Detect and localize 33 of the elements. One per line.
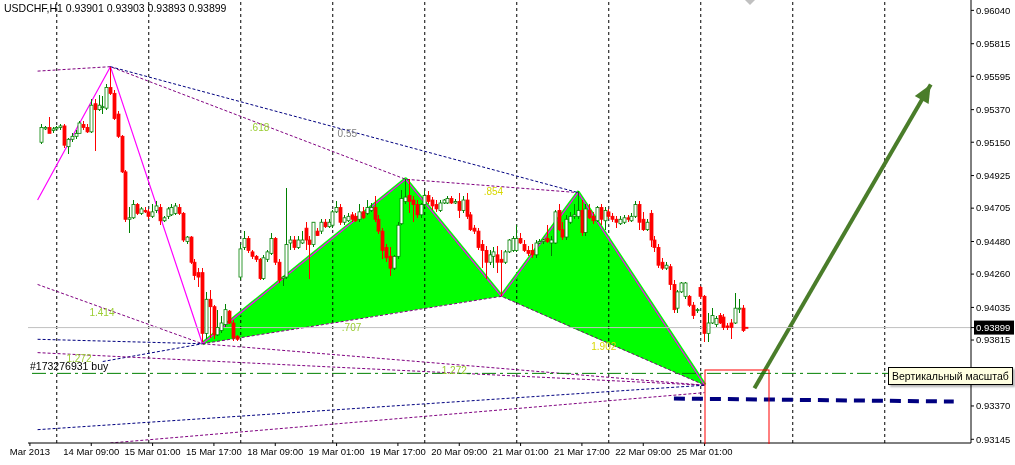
x-tick-label: 19 Mar 17:00: [369, 445, 426, 457]
y-tick-label: 0.93145: [976, 433, 1011, 445]
annotation: .707: [341, 321, 362, 333]
x-tick-label: 21 Mar 01:00: [492, 445, 549, 457]
y-tick-label: 0.96040: [976, 4, 1011, 16]
y-tick-label: 0.95595: [976, 70, 1011, 82]
y-tick-label: 0.95815: [976, 38, 1011, 50]
annotation: .854: [483, 185, 504, 197]
annotation: 1.414: [89, 307, 115, 319]
y-tick-label: 0.93899: [976, 321, 1011, 333]
y-tick-label: 0.95150: [976, 136, 1011, 148]
chart-title: USDCHF,H1 0.93901 0.93903 0.93893 0.93899: [4, 2, 227, 15]
y-tick-label: 0.95370: [976, 103, 1011, 115]
y-tick-label: 0.93815: [976, 334, 1011, 346]
y-tick-label: 0.94925: [976, 169, 1011, 181]
x-tick-label: 20 Mar 09:00: [431, 445, 488, 457]
annotation: .618: [249, 121, 270, 133]
y-tick-label: 0.93370: [976, 400, 1011, 412]
x-tick-label: 15 Mar 01:00: [124, 445, 181, 457]
annotation: 0.55: [337, 127, 358, 139]
x-tick-label: 19 Mar 01:00: [308, 445, 365, 457]
x-tick-label: Mar 2013: [9, 445, 50, 457]
x-tick-label: 25 Mar 01:00: [676, 445, 733, 457]
x-tick-label: 22 Mar 09:00: [615, 445, 672, 457]
y-tick-label: 0.94035: [976, 301, 1011, 313]
x-tick-label: 21 Mar 17:00: [553, 445, 610, 457]
x-tick-label: 14 Mar 09:00: [63, 445, 120, 457]
y-tick-label: 0.94705: [976, 202, 1011, 214]
y-tick-label: 0.94480: [976, 235, 1011, 247]
x-tick-label: 18 Mar 09:00: [247, 445, 304, 457]
annotation: 1.902: [591, 341, 617, 353]
x-tick-label: 15 Mar 17:00: [185, 445, 242, 457]
y-tick-label: 0.94260: [976, 268, 1011, 280]
